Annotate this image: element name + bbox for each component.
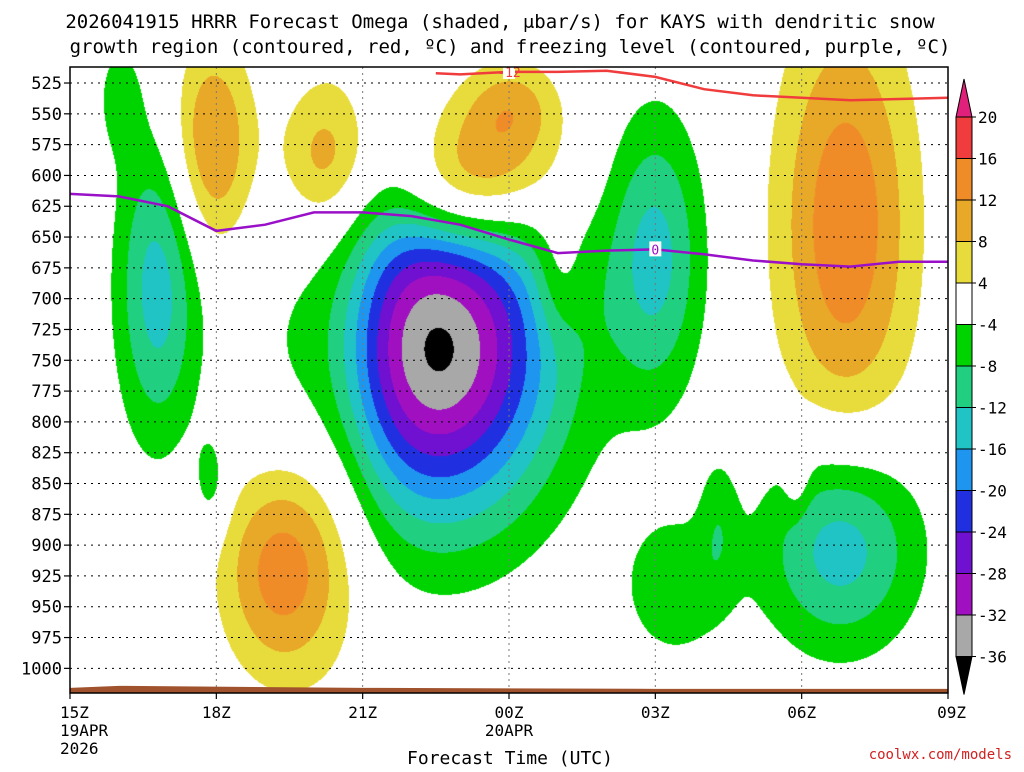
chart-title-line2: growth region (contoured, red, ºC) and f… xyxy=(70,36,951,58)
colorbar-bin-7 xyxy=(955,365,973,408)
y-tick-label-550: 550 xyxy=(31,105,62,125)
y-tick-label-1000: 1000 xyxy=(21,659,62,679)
freezing-level-line xyxy=(69,192,948,268)
colorbar-label-11: -28 xyxy=(978,565,1007,584)
x-tick-date-00Z: 20APR xyxy=(485,721,534,740)
y-tick-label-700: 700 xyxy=(31,290,62,310)
colorbar-label-7: -12 xyxy=(978,399,1007,418)
colorbar-bin-3 xyxy=(955,199,973,242)
y-axis: 525 550 575 600 625 650 675 700 725 750 775 800 825 8… xyxy=(21,74,70,679)
colorbar-label-1: 16 xyxy=(978,150,997,169)
x-tick-label-06Z: 06Z xyxy=(787,703,816,722)
y-tick-label-725: 725 xyxy=(31,320,62,340)
y-tick-label-575: 575 xyxy=(31,136,62,156)
y-tick-label-600: 600 xyxy=(31,166,62,186)
freezing-level-line-label: 0 xyxy=(651,243,659,258)
colorbar-bin-1 xyxy=(955,116,973,159)
colorbar-label-2: 12 xyxy=(978,191,997,210)
x-tick-label-18Z: 18Z xyxy=(202,703,231,722)
colorbar-bin-2 xyxy=(955,158,973,201)
colorbar-arrow-top xyxy=(955,78,973,118)
x-tick-date-15Z: 19APR xyxy=(60,721,109,740)
y-tick-label-900: 900 xyxy=(31,536,62,556)
plot-area: 0 -12 xyxy=(69,63,949,694)
dgz-contour-line-label: -12 xyxy=(497,66,520,81)
colorbar-label-3: 8 xyxy=(978,233,988,252)
x-axis-label: Forecast Time (UTC) xyxy=(407,748,613,768)
x-tick-year-15Z: 2026 xyxy=(60,739,99,758)
y-tick-label-650: 650 xyxy=(31,228,62,248)
y-tick-label-800: 800 xyxy=(31,413,62,433)
y-tick-label-975: 975 xyxy=(31,629,62,649)
y-tick-label-950: 950 xyxy=(31,598,62,618)
colorbar-label-12: -32 xyxy=(978,606,1007,625)
colorbar-label-9: -20 xyxy=(978,482,1007,501)
x-tick-label-21Z: 21Z xyxy=(348,703,377,722)
y-tick-label-525: 525 xyxy=(31,74,62,94)
y-tick-label-925: 925 xyxy=(31,567,62,587)
colorbar-label-8: -16 xyxy=(978,440,1007,459)
colorbar-bin-10 xyxy=(955,490,973,533)
credit-text: coolwx.com/models xyxy=(869,747,1012,763)
y-tick-label-825: 825 xyxy=(31,444,62,464)
colorbar-bin-9 xyxy=(955,448,973,491)
colorbar-label-0: 20 xyxy=(978,108,997,127)
colorbar-label-6: -8 xyxy=(978,357,997,376)
chart-title-line1: 2026041915 HRRR Forecast Omega (shaded, … xyxy=(65,11,935,33)
colorbar-label-10: -24 xyxy=(978,523,1007,542)
freezing-level-line-label-bg xyxy=(649,241,662,257)
y-tick-label-625: 625 xyxy=(31,197,62,217)
colorbar-arrow-bottom xyxy=(955,656,973,695)
colorbar: 20 16 12 8 4 -4 -8 -12 -16 -20 -24 -28 -32 -36 xyxy=(955,78,1007,695)
y-tick-label-750: 750 xyxy=(31,351,62,371)
y-tick-label-850: 850 xyxy=(31,475,62,495)
colorbar-bin-12 xyxy=(955,573,973,616)
y-tick-label-775: 775 xyxy=(31,382,62,402)
colorbar-bin-4 xyxy=(955,241,973,284)
surface-terrain xyxy=(70,685,948,693)
x-tick-label-09Z: 09Z xyxy=(937,703,966,722)
x-tick-label-15Z: 15Z xyxy=(60,703,89,722)
colorbar-label-4: 4 xyxy=(978,274,988,293)
colorbar-bin-13 xyxy=(955,614,973,657)
colorbar-bin-5 xyxy=(955,282,973,325)
dgz-contour-line xyxy=(435,69,949,102)
y-tick-label-675: 675 xyxy=(31,259,62,279)
colorbar-label-13: -36 xyxy=(978,648,1007,667)
colorbar-label-5: -4 xyxy=(978,316,997,335)
colorbar-bin-11 xyxy=(955,531,973,574)
y-tick-label-875: 875 xyxy=(31,505,62,525)
colorbar-bin-6 xyxy=(955,324,973,367)
colorbar-bin-8 xyxy=(955,407,973,450)
x-tick-label-00Z: 00Z xyxy=(495,703,524,722)
x-tick-label-03Z: 03Z xyxy=(641,703,670,722)
